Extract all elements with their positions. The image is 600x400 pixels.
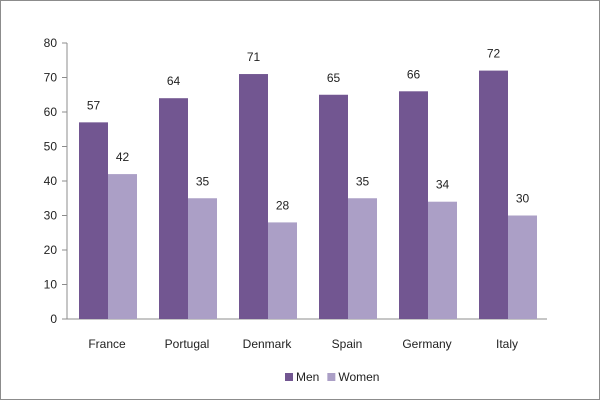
- x-tick-label: Denmark: [243, 337, 293, 351]
- bar-men-italy: [479, 70, 508, 319]
- legend-label-women: Women: [338, 370, 379, 384]
- data-label-men-italy: 72: [487, 47, 501, 61]
- y-tick-label: 50: [44, 140, 58, 154]
- bar-men-portugal: [159, 98, 188, 319]
- data-label-men-spain: 65: [327, 71, 341, 85]
- bar-men-spain: [319, 94, 348, 319]
- bars: [79, 70, 537, 319]
- x-tick-label: Italy: [496, 337, 518, 351]
- y-tick-label: 40: [44, 174, 58, 188]
- data-label-men-france: 57: [87, 98, 101, 112]
- x-tick-label: France: [88, 337, 126, 351]
- bar-men-france: [79, 122, 108, 319]
- legend-swatch-women: [327, 373, 336, 381]
- y-tick-label: 10: [44, 278, 58, 292]
- x-axis: France Portugal Denmark Spain Germany Italy: [67, 318, 547, 351]
- data-label-women-germany: 34: [436, 178, 450, 192]
- bar-women-portugal: [188, 198, 217, 319]
- bar-men-germany: [399, 91, 428, 319]
- bar-women-france: [108, 174, 137, 319]
- y-tick-label: 80: [44, 36, 58, 50]
- data-label-men-germany: 66: [407, 67, 421, 81]
- bar-men-denmark: [239, 74, 268, 319]
- legend-label-men: Men: [296, 370, 319, 384]
- data-label-men-portugal: 64: [167, 74, 181, 88]
- legend-swatch-men: [285, 373, 293, 381]
- bar-women-denmark: [268, 222, 297, 319]
- data-label-women-spain: 35: [356, 174, 370, 188]
- legend: Men Women: [285, 370, 379, 384]
- y-tick-label: 20: [44, 243, 58, 257]
- data-label-women-italy: 30: [516, 192, 530, 206]
- bar-women-italy: [508, 215, 537, 319]
- y-axis: 0 10 20 30 40 50 60 70 80: [44, 36, 68, 326]
- x-tick-label: Spain: [332, 337, 363, 351]
- data-label-men-denmark: 71: [247, 50, 261, 64]
- bar-women-germany: [428, 201, 457, 319]
- data-label-women-denmark: 28: [276, 198, 290, 212]
- x-tick-label: Portugal: [165, 337, 210, 351]
- y-tick-label: 0: [50, 312, 57, 326]
- y-tick-label: 30: [44, 209, 58, 223]
- data-label-women-portugal: 35: [196, 174, 210, 188]
- data-labels: 57 42 64 35 71 28 65 35 66 34 72 30: [87, 47, 530, 213]
- bar-women-spain: [348, 198, 377, 319]
- x-tick-label: Germany: [402, 337, 451, 351]
- y-tick-label: 60: [44, 105, 58, 119]
- y-tick-label: 70: [44, 71, 58, 85]
- data-label-women-france: 42: [116, 150, 130, 164]
